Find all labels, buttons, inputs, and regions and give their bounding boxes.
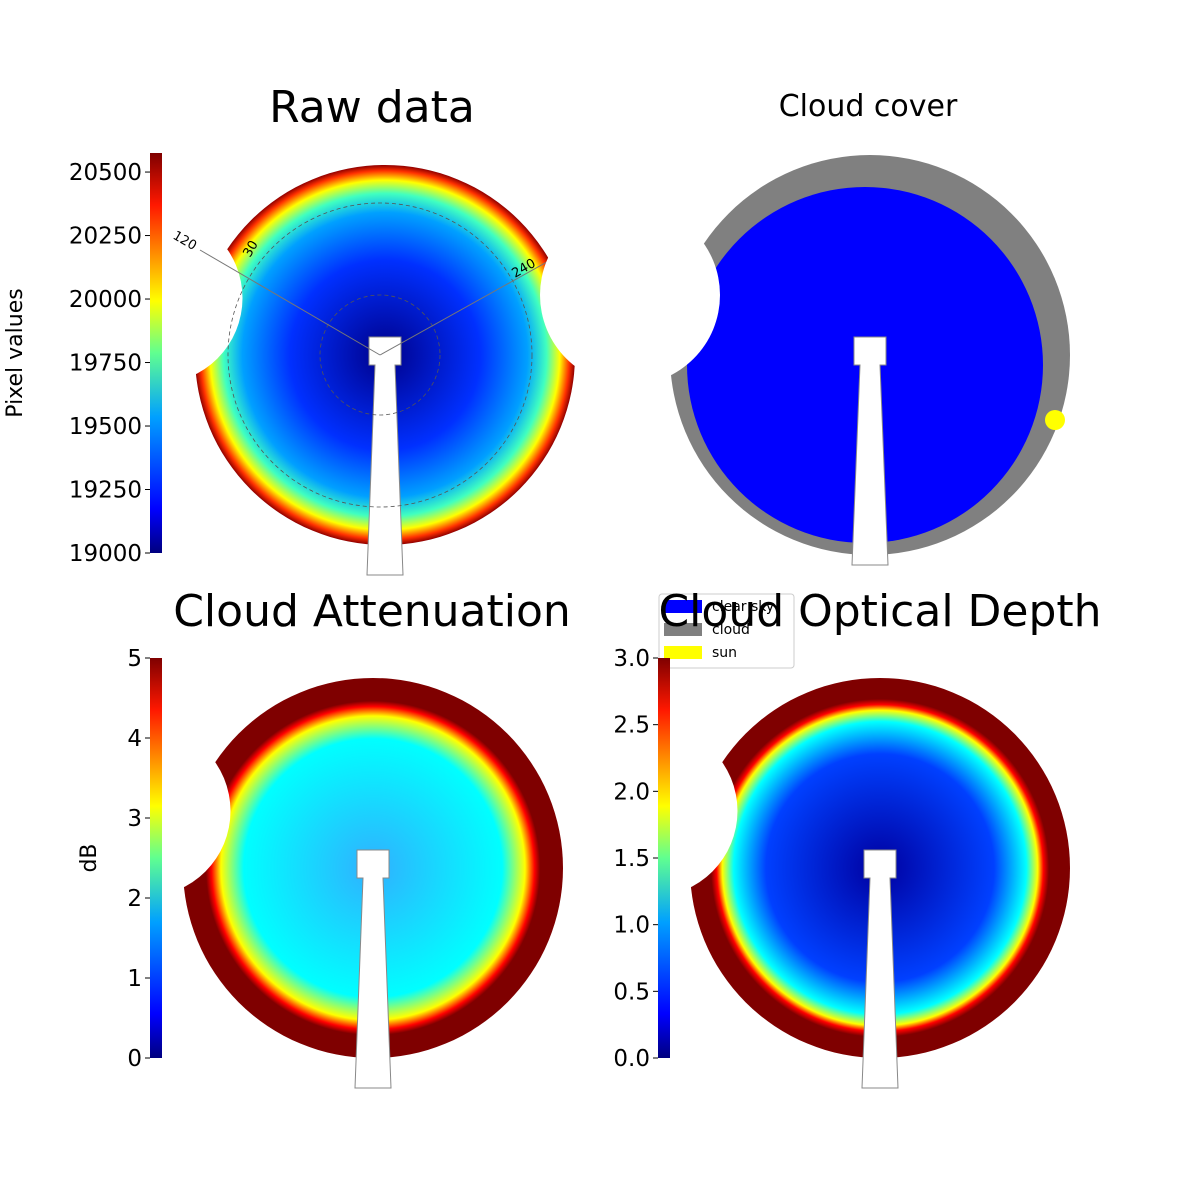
colorbar-tick-label: 20000: [69, 287, 142, 313]
colorbar: [150, 658, 162, 1058]
legend-swatch: [664, 600, 702, 613]
colorbar-tick-label: 0.5: [613, 979, 650, 1005]
colorbar-tick-label: 20250: [69, 224, 142, 250]
colorbar-tick-label: 0.0: [613, 1046, 650, 1072]
mast: [861, 849, 899, 1089]
colorbar-tick-label: 20500: [69, 160, 142, 186]
polar-spoke: [379, 247, 573, 356]
colorbar-tick-label: 3.0: [613, 646, 650, 672]
colorbar-label: dB: [77, 843, 102, 872]
panel: Cloud cover: [540, 89, 1070, 566]
colorbar-tick-label: 3: [127, 806, 142, 832]
polar-ring: [227, 202, 533, 508]
colorbar-tick-label: 19500: [69, 414, 142, 440]
mast: [354, 849, 392, 1089]
panel-title: Cloud Attenuation: [173, 586, 571, 637]
polar-label: 30: [240, 238, 261, 260]
legend-swatch: [664, 646, 702, 659]
mask: [59, 725, 231, 897]
colorbar-tick-label: 0: [127, 1046, 142, 1072]
mask: [566, 725, 738, 897]
colorbar-tick-label: 2.0: [613, 779, 650, 805]
colorbar-tick-label: 4: [127, 726, 142, 752]
colorbar-tick-label: 1.0: [613, 913, 650, 939]
colorbar-tick-label: 19750: [69, 351, 142, 377]
colorbar-tick-label: 1: [127, 966, 142, 992]
legend-label: clear sky: [712, 599, 774, 615]
panel: Cloud Optical Depth 0.0 0.5 1.0 1.5 2.0 2.5 3.0: [566, 586, 1102, 1089]
mast: [851, 336, 889, 566]
colorbar: [150, 153, 162, 553]
legend-swatch: [664, 623, 702, 636]
mast: [366, 336, 404, 576]
mask: [540, 205, 720, 385]
sun: [1045, 410, 1065, 430]
colorbar-label: Pixel values: [3, 288, 28, 417]
legend-label: sun: [712, 645, 737, 661]
panel-title: Cloud cover: [779, 89, 958, 124]
polar-ring: [319, 294, 441, 416]
colorbar-tick-label: 1.5: [613, 846, 650, 872]
colorbar-tick-label: 19000: [69, 541, 142, 567]
polar-spoke: [199, 249, 381, 356]
colorbar-tick-label: 2: [127, 886, 142, 912]
panel-title: Raw data: [269, 82, 475, 133]
legend: clear sky cloud sun: [658, 593, 795, 669]
colorbar: [658, 658, 670, 1058]
colorbar-tick-label: 2.5: [613, 713, 650, 739]
legend-label: cloud: [712, 622, 750, 638]
panel-title: Cloud Optical Depth: [658, 586, 1101, 637]
panel: Cloud Attenuation 0 1 2 3 4 5 dB: [59, 586, 571, 1089]
colorbar-tick-label: 19250: [69, 478, 142, 504]
colorbar-tick-label: 5: [127, 646, 142, 672]
